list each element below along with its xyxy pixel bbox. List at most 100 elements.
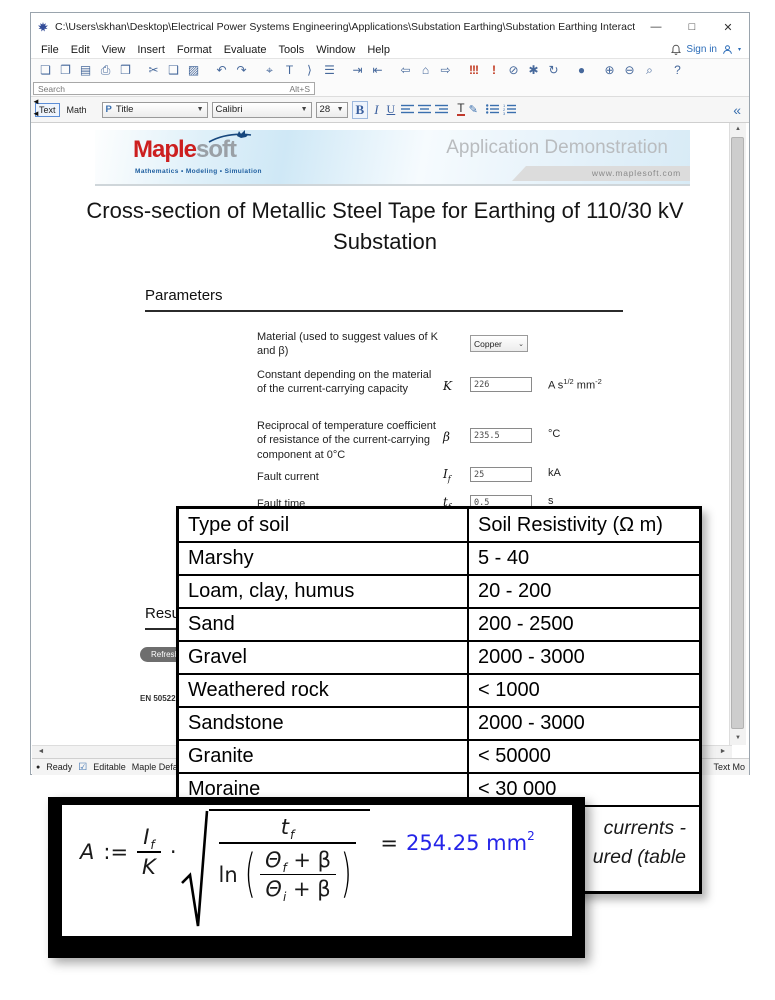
param-beta-input[interactable] bbox=[470, 428, 532, 443]
table-row: Granite < 50000 bbox=[179, 741, 699, 774]
editable-label: Editable bbox=[93, 762, 126, 772]
insert-prompt-icon[interactable]: ⟩ bbox=[307, 63, 312, 77]
vertical-scrollbar[interactable]: ▲ ▼ bbox=[729, 123, 746, 745]
menu-view[interactable]: View bbox=[101, 43, 126, 56]
sign-in-link[interactable]: Sign in bbox=[686, 44, 717, 55]
menu-file[interactable]: File bbox=[41, 43, 59, 56]
zoom-in-icon[interactable]: ⊕ bbox=[604, 63, 615, 77]
font-family-select[interactable]: Calibri ▼ bbox=[211, 101, 312, 118]
soil-resistivity-cell: 5 - 40 bbox=[469, 543, 699, 576]
soil-resistivity-cell: < 50000 bbox=[469, 741, 699, 774]
param-faultcurrent-input[interactable] bbox=[470, 467, 532, 482]
align-right-icon[interactable] bbox=[435, 104, 449, 115]
scroll-down-icon[interactable]: ▼ bbox=[735, 735, 741, 741]
notifications-bell-icon[interactable] bbox=[671, 44, 682, 55]
soil-type-cell: Granite bbox=[179, 741, 469, 774]
forward-icon[interactable]: ⇨ bbox=[440, 63, 451, 77]
text-mode-button[interactable]: Text bbox=[35, 102, 60, 117]
zoom-out-icon[interactable]: ⊖ bbox=[624, 63, 635, 77]
math-mode-button[interactable]: Math bbox=[66, 104, 87, 115]
zoom-reset-icon[interactable]: ⌕ bbox=[646, 63, 653, 77]
scroll-right-icon[interactable]: ► bbox=[719, 748, 727, 755]
restart-icon[interactable]: ↻ bbox=[548, 63, 559, 77]
equals-sign: = bbox=[380, 831, 398, 855]
new-document-icon[interactable]: ❏ bbox=[40, 63, 51, 77]
soil-resistivity-cell: 20 - 200 bbox=[469, 576, 699, 609]
font-size-select[interactable]: 28 ▼ bbox=[315, 101, 348, 118]
editable-checkbox[interactable]: ☑ bbox=[78, 761, 88, 773]
soil-type-cell: Sand bbox=[179, 609, 469, 642]
collapse-toolbar-button[interactable]: « bbox=[733, 101, 741, 118]
print-icon[interactable]: ⎙ bbox=[100, 63, 111, 77]
search-row: Search Alt+S bbox=[31, 82, 749, 96]
italic-button[interactable]: I bbox=[374, 101, 379, 117]
soil-type-cell: Weathered rock bbox=[179, 675, 469, 708]
redo-icon[interactable]: ↷ bbox=[236, 63, 247, 77]
standard-reference: EN 50522 bbox=[140, 694, 176, 703]
save-icon[interactable]: ▤ bbox=[79, 63, 92, 77]
close-button[interactable]: ✕ bbox=[723, 21, 733, 34]
formula-panel: A := If K · tf ln ( bbox=[62, 805, 572, 936]
svg-text:3: 3 bbox=[503, 111, 506, 115]
indent-right-icon[interactable]: ⇥ bbox=[352, 63, 363, 77]
align-left-icon[interactable] bbox=[401, 104, 415, 115]
banner-title: Application Demonstration bbox=[446, 137, 668, 158]
align-center-icon[interactable] bbox=[418, 104, 432, 115]
undo-icon[interactable]: ↶ bbox=[216, 63, 227, 77]
menu-insert[interactable]: Insert bbox=[137, 43, 165, 56]
home-icon[interactable]: ⌂ bbox=[421, 63, 430, 77]
maple-leaf-icon bbox=[38, 22, 48, 32]
material-select[interactable]: Copper ⌄ bbox=[470, 335, 528, 352]
indent-left-icon[interactable]: ⇤ bbox=[372, 63, 383, 77]
vertical-scroll-thumb[interactable] bbox=[731, 137, 744, 729]
clear-formatting-icon[interactable]: T bbox=[457, 101, 465, 116]
soil-resistivity-cell: 2000 - 3000 bbox=[469, 708, 699, 741]
kernel-icon[interactable]: ● bbox=[577, 63, 586, 77]
table-row: Loam, clay, humus 20 - 200 bbox=[179, 576, 699, 609]
menu-evaluate[interactable]: Evaluate bbox=[223, 43, 267, 56]
account-chevron-icon[interactable]: ▾ bbox=[737, 47, 741, 53]
param-material-label: Material (used to suggest values of K an… bbox=[257, 331, 438, 358]
insert-text-icon[interactable]: T bbox=[285, 63, 294, 77]
menu-edit[interactable]: Edit bbox=[70, 43, 90, 56]
svg-text:1: 1 bbox=[503, 104, 506, 108]
print-preview-icon[interactable]: ❒ bbox=[120, 63, 131, 77]
menu-window[interactable]: Window bbox=[316, 43, 356, 56]
sidebar-handles[interactable]: ◄ ◄ bbox=[32, 97, 40, 118]
paste-icon[interactable]: ▨ bbox=[187, 63, 200, 77]
underline-button[interactable]: U bbox=[386, 102, 396, 116]
back-icon[interactable]: ⇦ bbox=[400, 63, 411, 77]
param-k-input[interactable] bbox=[470, 377, 532, 392]
insert-section-icon[interactable]: ☰ bbox=[324, 63, 335, 77]
insert-plot-icon[interactable]: ⌖ bbox=[266, 63, 273, 77]
paragraph-style-select[interactable]: P Title ▼ bbox=[101, 101, 208, 118]
account-person-icon[interactable] bbox=[722, 44, 733, 55]
scroll-left-icon[interactable]: ◄ bbox=[37, 748, 45, 755]
minimize-button[interactable]: — bbox=[650, 21, 662, 33]
execute-all-icon[interactable]: !!! bbox=[469, 63, 479, 77]
search-input[interactable]: Search Alt+S bbox=[33, 82, 315, 95]
table-header-row: Type of soil Soil Resistivity (Ω m) bbox=[179, 509, 699, 543]
interrupt-icon[interactable]: ⊘ bbox=[508, 63, 519, 77]
debug-icon[interactable]: ✱ bbox=[528, 63, 539, 77]
param-faulttime-unit: s bbox=[548, 495, 554, 507]
table-caption-line2: ured (table bbox=[592, 846, 686, 869]
open-icon[interactable]: ❐ bbox=[60, 63, 71, 77]
execute-icon[interactable]: ! bbox=[492, 63, 496, 77]
table-caption-line1: currents - bbox=[603, 817, 686, 839]
scroll-up-icon[interactable]: ▲ bbox=[735, 126, 741, 132]
bold-button[interactable]: B bbox=[351, 100, 369, 119]
sidebar-handle-icon[interactable]: ◄ bbox=[32, 97, 40, 106]
pencil-annotate-icon[interactable]: ✎ bbox=[468, 104, 478, 116]
maximize-button[interactable]: □ bbox=[688, 21, 696, 33]
cut-icon[interactable]: ✂ bbox=[148, 63, 159, 77]
menu-format[interactable]: Format bbox=[176, 43, 212, 56]
bullet-list-icon[interactable] bbox=[485, 104, 499, 115]
sidebar-handle-icon[interactable]: ◄ bbox=[32, 109, 40, 118]
menu-tools[interactable]: Tools bbox=[278, 43, 305, 56]
menu-help[interactable]: Help bbox=[367, 43, 390, 56]
copy-icon[interactable]: ❑ bbox=[168, 63, 179, 77]
param-beta-symbol: β bbox=[443, 430, 450, 444]
help-icon[interactable]: ? bbox=[674, 63, 681, 77]
